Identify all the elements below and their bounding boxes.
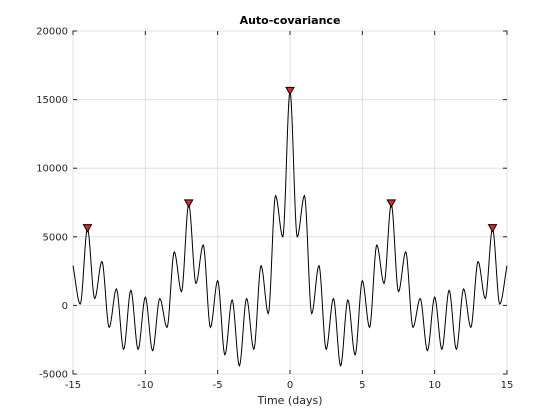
chart-title: Auto-covariance [240,14,341,27]
x-tick-label: 0 [287,380,293,391]
x-tick-label: 10 [428,380,441,391]
peak-marker [285,86,295,96]
peak-marker [183,199,194,208]
x-tick-label: 15 [501,380,514,391]
x-tick-label: -15 [65,380,81,391]
peak-marker [487,224,498,233]
y-tick-label: -5000 [39,370,68,381]
ticks: -15 -10 -5 0 5 10 15 -5000 0 5000 10000 15000 20000 [36,27,513,392]
y-tick-label: 0 [62,301,68,312]
y-tick-label: 10000 [36,164,68,175]
x-axis-label: Time (days) [257,394,323,407]
peak-markers [82,86,498,233]
y-tick-label: 20000 [36,27,68,38]
x-tick-label: -5 [213,380,223,391]
y-tick-label: 5000 [43,232,68,243]
x-tick-label: 5 [359,380,365,391]
y-tick-label: 15000 [36,95,68,106]
x-tick-label: -10 [137,380,153,391]
peak-marker [82,224,93,233]
peak-marker [386,199,397,208]
